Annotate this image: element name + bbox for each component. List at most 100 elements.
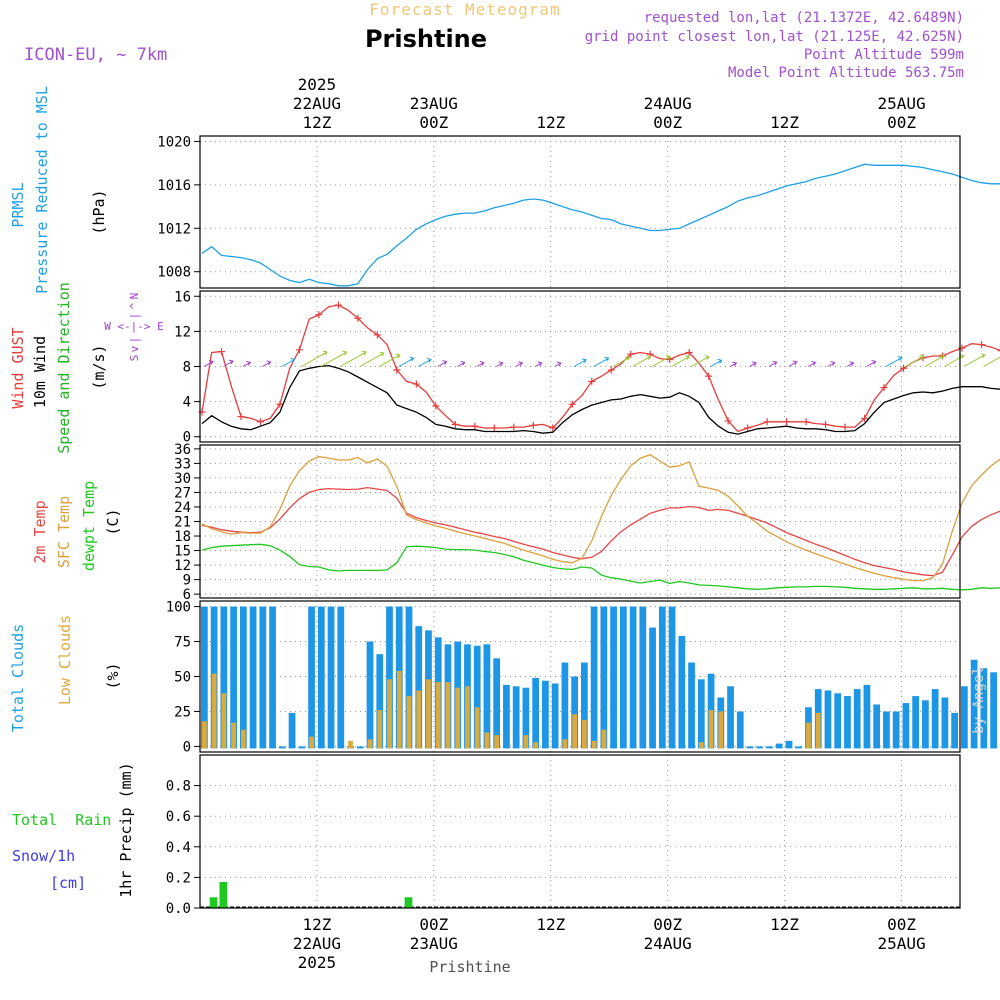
direction-down: v <box>128 345 141 352</box>
low-cloud-bar <box>494 735 500 749</box>
series-line <box>201 486 1000 577</box>
low-cloud-bar <box>698 742 704 749</box>
total-cloud-bar <box>249 606 257 749</box>
wind-arrow <box>710 358 723 367</box>
total-cloud-bar <box>980 668 988 749</box>
gust-marker <box>217 348 225 356</box>
total-cloud-bar <box>853 689 861 749</box>
wind-arrow <box>866 359 877 367</box>
panel-frame <box>199 754 961 909</box>
low-clouds-label: Low Clouds <box>56 615 74 705</box>
total-cloud-bar <box>844 696 851 749</box>
y-tick-label: 1012 <box>157 221 191 237</box>
total-cloud-bar <box>337 606 345 749</box>
total-cloud-bar <box>376 654 384 749</box>
low-cloud-bar <box>601 729 607 749</box>
direction-pipe-top: | <box>128 313 141 320</box>
rain-bar <box>404 897 413 908</box>
total-cloud-bar <box>775 743 783 749</box>
total-cloud-bar <box>366 641 374 749</box>
requested-coords: requested lon,lat (21.1372E, 42.6489N) <box>644 10 964 26</box>
wind-arrow <box>768 360 778 367</box>
gust-marker <box>744 424 752 432</box>
low-cloud-bar <box>396 670 402 749</box>
low-cloud-bar <box>484 732 490 749</box>
y-tick-label: 0 <box>183 739 191 755</box>
time-label: 2025 <box>298 953 337 972</box>
direction-n: N <box>128 293 141 300</box>
wind-arrow <box>496 361 504 367</box>
total-cloud-bar <box>922 700 929 749</box>
pressure-labels: PRMSL Pressure Reduced to MSL (hPa) <box>9 86 108 294</box>
precip-panel: 0.0 0.2 0.4 0.6 0.8 <box>166 754 961 917</box>
time-label: 12Z <box>770 113 799 132</box>
gust-marker <box>451 420 459 428</box>
total-cloud-bar <box>581 662 588 749</box>
total-cloud-bar <box>688 662 695 749</box>
total-cloud-bar <box>912 696 920 749</box>
gust-marker <box>256 418 264 426</box>
total-cloud-bar <box>639 606 647 749</box>
model-point-altitude: Model Point Altitude 563.75m <box>728 65 964 81</box>
grid-point-coords: grid point closest lon,lat (21.125E, 42.… <box>585 29 964 45</box>
total-cloud-bar <box>658 606 666 749</box>
rain-bar <box>219 881 228 908</box>
low-cloud-bar <box>435 682 441 749</box>
total-cloud-bar <box>883 711 890 749</box>
total-cloud-bar <box>503 684 510 749</box>
snow-label: Snow/1h <box>12 847 75 865</box>
direction-pipe-bottom: | <box>128 337 141 344</box>
gust-marker <box>627 350 635 358</box>
total-cloud-bar <box>902 703 910 749</box>
direction-s: S <box>128 355 141 362</box>
gust-marker <box>471 422 479 430</box>
total-cloud-bar <box>415 626 423 749</box>
gust-marker <box>393 366 401 374</box>
total-cloud-bar <box>610 606 617 749</box>
total-cloud-bar <box>201 606 208 749</box>
series-line <box>201 304 1000 433</box>
total-cloud-bar <box>571 676 578 749</box>
y-tick-label: 1008 <box>157 265 191 281</box>
total-cloud-bar <box>727 686 734 749</box>
time-label: 12Z <box>770 915 799 934</box>
y-tick-label: 0.6 <box>166 809 191 825</box>
wind-arrow <box>398 356 415 367</box>
wind-arrow <box>281 357 296 367</box>
place-title: Prishtine <box>365 25 487 53</box>
direction-we: W <-|-> E <box>104 320 164 333</box>
low-cloud-bar <box>815 712 821 749</box>
total-cloud-bar <box>766 746 773 749</box>
y-tick-label: 75 <box>174 635 191 651</box>
low-cloud-bar <box>523 735 529 749</box>
total-cloud-bar <box>941 697 949 749</box>
y-tick-label: 4 <box>183 395 191 411</box>
wind-arrow <box>671 355 690 367</box>
gust-marker <box>783 418 791 426</box>
gust-marker <box>861 414 869 422</box>
cloud-labels: Total Clouds Low Clouds (%) <box>9 615 122 732</box>
time-label: 22AUG <box>293 934 341 953</box>
total-cloud-bar <box>405 606 413 749</box>
wind-arrow <box>340 350 367 367</box>
total-cloud-bar <box>785 740 793 749</box>
gust-marker <box>334 301 342 309</box>
low-cloud-bar <box>445 682 451 749</box>
total-cloud-bar <box>990 672 997 749</box>
total-cloud-bar <box>308 606 315 749</box>
total-cloud-bar <box>619 606 627 749</box>
total-rain-label: Total Rain <box>12 811 111 829</box>
wind-arrow <box>301 350 328 367</box>
wind-arrow <box>262 360 272 367</box>
gust-marker <box>763 418 771 426</box>
rain-bar <box>209 897 218 908</box>
total-cloud-bar <box>629 606 637 749</box>
gust-marker <box>490 424 498 432</box>
wind-arrow <box>983 356 1000 367</box>
low-cloud-bar <box>455 687 461 749</box>
total-cloud-bar <box>288 712 296 749</box>
wind-arrow <box>223 359 234 367</box>
total-cloud-bar <box>970 659 978 749</box>
low-cloud-bar <box>426 679 431 749</box>
wind-arrow <box>242 360 252 367</box>
